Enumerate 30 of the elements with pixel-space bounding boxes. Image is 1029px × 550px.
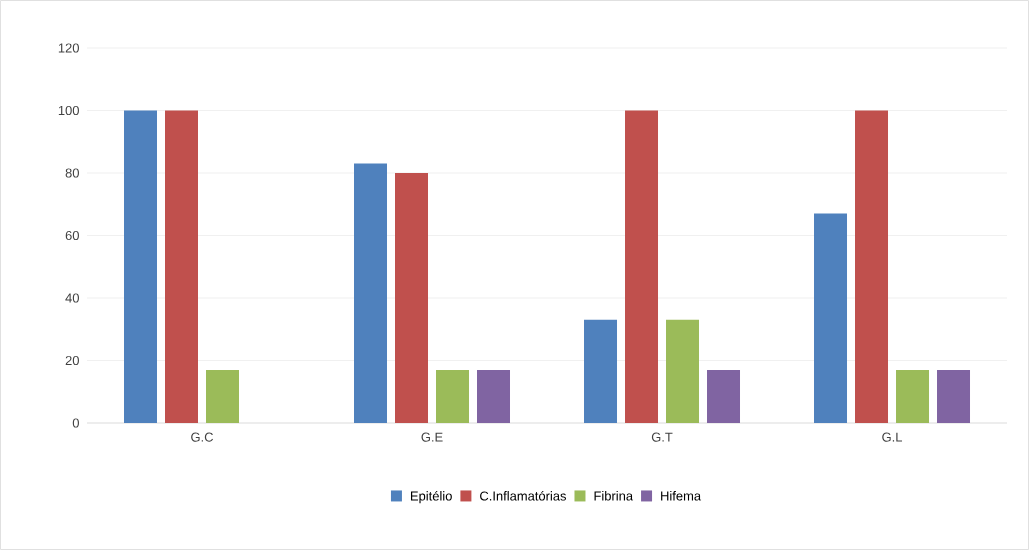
legend-label: C.Inflamatórias (480, 490, 567, 501)
bar (625, 110, 659, 423)
bar (707, 369, 741, 423)
bar (436, 369, 469, 423)
x-tick-label: G.T (651, 432, 673, 442)
bar (165, 110, 198, 423)
bar (477, 369, 510, 423)
bar (937, 369, 971, 423)
bar (124, 110, 157, 423)
y-tick-label: 100 (58, 105, 79, 116)
y-tick-label: 80 (65, 168, 79, 178)
bar (896, 369, 930, 423)
bar (666, 319, 700, 423)
bar (814, 213, 848, 423)
y-tick-label: 40 (65, 293, 79, 303)
y-tick-label: 60 (65, 230, 79, 241)
legend-label: Epitélio (411, 490, 452, 504)
bar (395, 173, 428, 423)
legend-label: Hifema (661, 491, 702, 501)
bar (584, 319, 618, 423)
x-tick-label: G.E (421, 432, 443, 442)
y-tick-label: 0 (72, 418, 79, 428)
bar (206, 369, 239, 423)
bar (855, 110, 889, 423)
x-tick-label: G.C (191, 432, 214, 442)
bar (354, 163, 387, 423)
x-tick-label: G.L (882, 432, 903, 442)
y-tick-label: 120 (58, 43, 79, 53)
legend-label: Fibrina (594, 491, 634, 501)
y-tick-label: 20 (65, 355, 79, 366)
